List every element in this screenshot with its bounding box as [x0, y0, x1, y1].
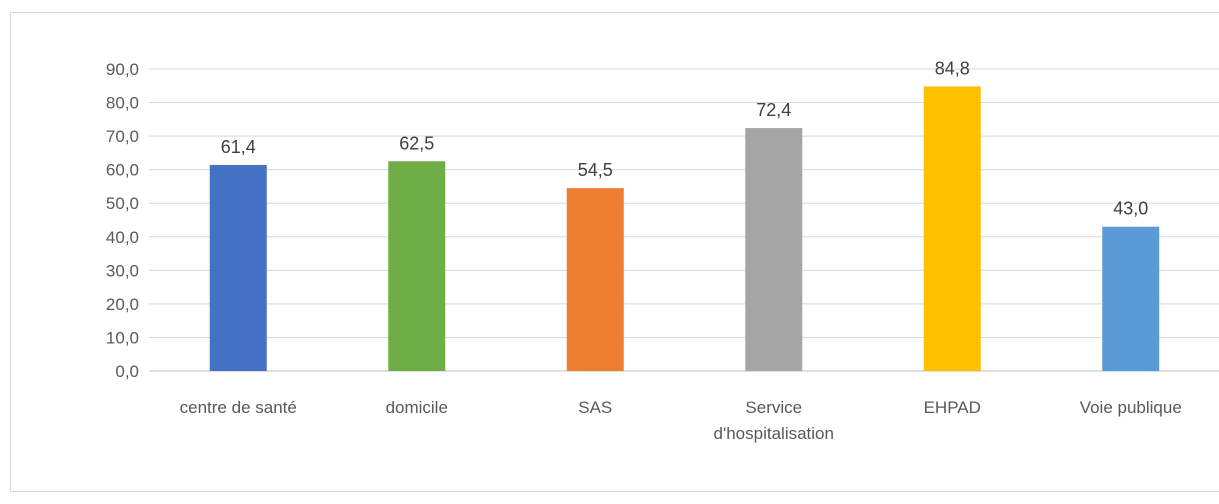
category-label: Service	[745, 398, 802, 417]
category-label: EHPAD	[924, 398, 981, 417]
y-tick-label: 70,0	[106, 127, 139, 146]
bar-chart: 0,010,020,030,040,050,060,070,080,090,0 …	[106, 58, 1219, 443]
y-tick-label: 30,0	[106, 261, 139, 280]
category-label: centre de santé	[180, 398, 297, 417]
gridlines	[149, 68, 1219, 372]
data-label: 61,4	[221, 137, 256, 157]
category-label: d'hospitalisation	[714, 424, 834, 443]
bar	[209, 164, 267, 371]
category-label: domicile	[386, 398, 448, 417]
y-axis-tick-labels: 0,0 10,0 20,0 30,0 40,0 50,0 60,0 70,0 80,0 90,0	[106, 60, 139, 381]
chart-frame: 0,0 10,0 20,0 30,0 40,0 50,0 60,0 70,0 80,0 90,0 …	[10, 12, 1219, 492]
bar	[745, 128, 803, 371]
y-tick-label: 80,0	[106, 94, 139, 113]
x-axis-category-labels: centre de santé domicile SAS Service d'hospi…	[180, 398, 1182, 443]
y-tick-label: 40,0	[106, 228, 139, 247]
data-labels: 61,4 62,5 54,5 72,4 84,8 43,0	[221, 58, 1149, 218]
bar	[1102, 226, 1160, 371]
data-label: 84,8	[935, 58, 970, 78]
category-label: SAS	[578, 398, 612, 417]
data-label: 72,4	[756, 100, 791, 120]
data-label: 62,5	[399, 133, 434, 153]
y-tick-label: 60,0	[106, 161, 139, 180]
bars	[209, 86, 1160, 372]
y-tick-label: 20,0	[106, 295, 139, 314]
data-label: 54,5	[578, 160, 613, 180]
bar	[923, 86, 981, 372]
y-tick-label: 10,0	[106, 328, 139, 347]
bar	[388, 161, 446, 371]
bar	[566, 188, 624, 371]
y-tick-label: 90,0	[106, 60, 139, 79]
y-tick-label: 50,0	[106, 194, 139, 213]
category-label: Voie publique	[1080, 398, 1182, 417]
data-label: 43,0	[1113, 199, 1148, 219]
y-tick-label: 0,0	[115, 362, 139, 381]
